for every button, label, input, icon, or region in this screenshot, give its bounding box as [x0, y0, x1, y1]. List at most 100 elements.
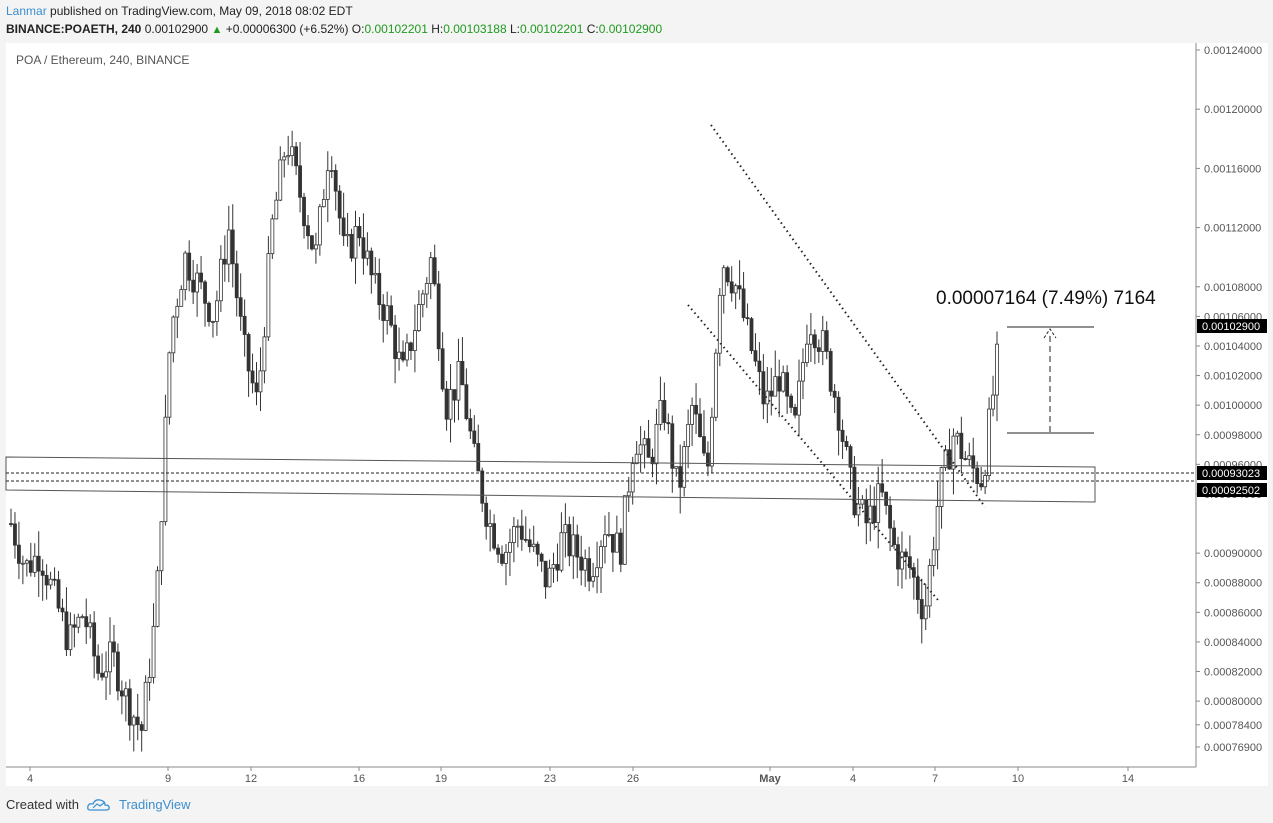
- candle-body: [24, 560, 29, 564]
- price-tag: [1197, 466, 1267, 480]
- candle-body: [357, 226, 362, 239]
- candle-body: [864, 499, 869, 524]
- candle-body: [314, 244, 318, 250]
- candle-body: [452, 389, 457, 401]
- candle-body: [317, 206, 322, 246]
- candle-body: [266, 253, 271, 338]
- candle-body: [250, 370, 255, 384]
- candle-body: [725, 267, 730, 283]
- trendline-upper: [710, 124, 986, 508]
- price-tick-label: 0.00098000: [1204, 430, 1262, 442]
- candle-body: [959, 432, 964, 459]
- candle-body: [729, 281, 734, 294]
- candle-body: [971, 455, 976, 469]
- candle-body: [907, 556, 912, 569]
- candle-body: [226, 229, 231, 265]
- candle-body: [44, 574, 49, 586]
- candle-body: [282, 156, 287, 161]
- price-tag-label: 0.00092502: [1202, 485, 1260, 497]
- candle-body: [405, 342, 409, 361]
- candle-body: [100, 672, 104, 678]
- candle-body: [171, 316, 176, 354]
- candle-body: [904, 551, 908, 558]
- candle-body: [515, 525, 520, 528]
- candle-body: [456, 361, 461, 401]
- candle-body: [551, 564, 556, 569]
- price-change: +0.00006300 (+6.52%): [225, 22, 349, 36]
- candle-body: [409, 342, 413, 351]
- candle-body: [460, 361, 465, 386]
- candle-body: [135, 716, 140, 726]
- candle-body: [444, 388, 449, 420]
- candle-body: [757, 360, 762, 373]
- candle-body: [682, 446, 687, 488]
- candle-body: [824, 330, 829, 352]
- price-tick-label: 0.00090000: [1204, 548, 1262, 560]
- candle-body: [654, 423, 659, 465]
- candle-body: [614, 532, 619, 553]
- candle-body: [555, 564, 560, 571]
- candle-body: [377, 272, 382, 306]
- candle-body: [131, 716, 136, 726]
- candle-body: [717, 294, 722, 354]
- candle-body: [931, 549, 936, 566]
- candle-body: [888, 505, 892, 529]
- candle-body: [686, 423, 691, 447]
- publisher-link[interactable]: Lanmar: [6, 4, 47, 18]
- candle-body: [876, 483, 881, 524]
- candle-body: [310, 235, 314, 250]
- open-value: 0.00102201: [364, 22, 428, 36]
- tradingview-link[interactable]: TradingView: [118, 797, 191, 812]
- candle-body: [254, 382, 259, 393]
- candle-body: [116, 651, 120, 692]
- candle-body: [246, 334, 251, 372]
- candle-body: [915, 576, 920, 600]
- chart-area[interactable]: [6, 43, 1268, 786]
- candle-body: [900, 551, 904, 570]
- price-tick-label: 0.00080000: [1204, 696, 1262, 708]
- candle-body: [638, 444, 643, 455]
- high-value: 0.00103188: [443, 22, 507, 36]
- candle-body: [884, 491, 889, 506]
- candle-body: [298, 165, 302, 198]
- candle-body: [321, 199, 326, 208]
- candle-body: [151, 625, 156, 678]
- candle-body: [610, 533, 615, 553]
- candle-body: [567, 524, 572, 557]
- footer: Created with TradingView: [6, 797, 191, 812]
- candle-body: [860, 499, 865, 505]
- candle-body: [793, 406, 797, 416]
- candle-body: [108, 641, 112, 673]
- candle-body: [828, 351, 833, 392]
- candle-body: [468, 418, 473, 432]
- candle-body: [424, 283, 429, 295]
- candle-body: [274, 199, 279, 220]
- candle-body: [492, 523, 497, 549]
- candle-body: [353, 226, 358, 259]
- price-tick-label: 0.00082000: [1204, 667, 1262, 679]
- candle-body: [191, 279, 196, 293]
- candle-body: [789, 395, 793, 408]
- time-tick-label: 4: [27, 773, 33, 785]
- candle-body: [801, 362, 805, 382]
- candle-body: [896, 544, 900, 570]
- candle-body: [773, 376, 778, 397]
- candle-body: [373, 272, 378, 276]
- candle-body: [488, 523, 493, 527]
- candle-body: [666, 422, 671, 425]
- price-tick-label: 0.00084000: [1204, 637, 1262, 649]
- candle-body: [694, 404, 698, 415]
- candle-body: [844, 441, 849, 447]
- price-tag: [1197, 483, 1267, 497]
- candle-body: [599, 546, 603, 569]
- candle-body: [48, 578, 53, 586]
- candle-body: [975, 467, 980, 484]
- price-tick-label: 0.00124000: [1204, 45, 1262, 57]
- candle-body: [662, 400, 667, 423]
- candle-body: [583, 558, 588, 571]
- candle-body: [709, 416, 714, 467]
- candle-body: [123, 688, 128, 697]
- candle-body: [36, 555, 41, 572]
- candle-body: [195, 272, 200, 293]
